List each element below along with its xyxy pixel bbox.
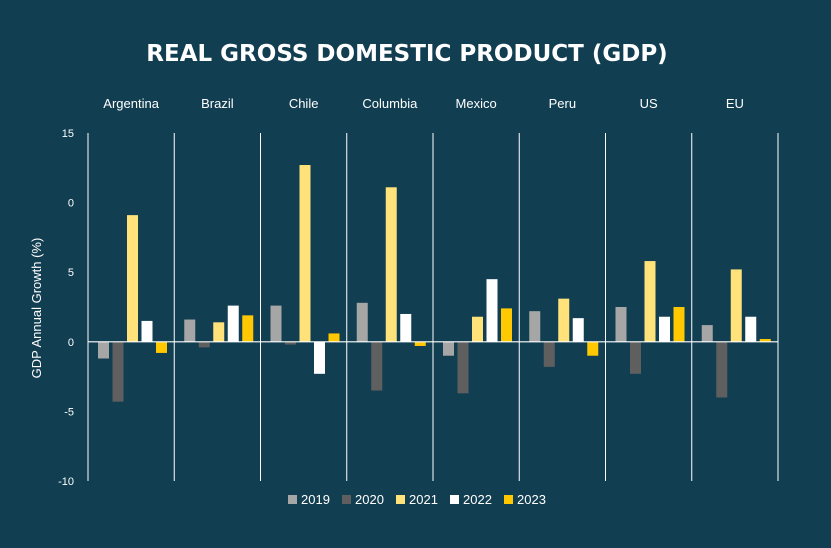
y-tick-label: -10 [58, 476, 74, 488]
bar-columbia-2019 [356, 302, 368, 342]
bar-chile-2023 [328, 333, 340, 342]
bars [98, 165, 771, 402]
bar-columbia-2020 [371, 341, 383, 391]
legend-item-2021: 2021 [396, 492, 438, 507]
category-label: Chile [289, 96, 319, 111]
bar-argentina-2022 [141, 320, 153, 342]
bar-peru-2022 [572, 318, 584, 342]
legend-item-2019: 2019 [288, 492, 330, 507]
category-label: Columbia [362, 96, 418, 111]
y-axis-ticks: 15 0 5 0 -5 -10 [58, 128, 74, 488]
y-tick-label: 0 [68, 198, 74, 210]
bar-brazil-2023 [242, 315, 254, 342]
y-axis-label: GDP Annual Growth (%) [29, 238, 44, 379]
category-label: US [640, 96, 658, 111]
bar-argentina-2023 [156, 341, 167, 353]
bar-brazil-2019 [184, 319, 196, 342]
bar-brazil-2020 [198, 341, 210, 348]
bar-argentina-2021 [127, 215, 138, 342]
legend-label: 2023 [517, 492, 546, 507]
bar-us-2023 [673, 307, 685, 342]
legend: 2019 2020 2021 2022 2023 [288, 492, 546, 507]
bar-peru-2019 [529, 311, 541, 342]
legend-label: 2020 [355, 492, 384, 507]
bar-peru-2021 [558, 298, 570, 342]
bar-mexico-2021 [472, 316, 483, 342]
bar-peru-2023 [587, 341, 599, 356]
bar-brazil-2021 [213, 322, 225, 342]
bar-eu-2023 [759, 339, 771, 342]
legend-swatch [396, 495, 405, 504]
bar-argentina-2019 [98, 341, 109, 359]
bar-eu-2022 [745, 316, 757, 342]
legend-swatch [504, 495, 513, 504]
bar-chile-2021 [299, 165, 311, 342]
legend-item-2020: 2020 [342, 492, 384, 507]
legend-swatch [450, 495, 459, 504]
legend-swatch [288, 495, 297, 504]
legend-item-2023: 2023 [504, 492, 546, 507]
y-tick-label: 0 [68, 337, 74, 349]
chart-title: REAL GROSS DOMESTIC PRODUCT (GDP) [146, 41, 667, 67]
bar-chile-2019 [270, 305, 282, 342]
legend-label: 2022 [463, 492, 492, 507]
bar-peru-2020 [543, 341, 555, 367]
category-label: EU [726, 96, 744, 111]
y-tick-label: 15 [62, 128, 74, 140]
legend-swatch [342, 495, 351, 504]
bar-columbia-2021 [385, 187, 397, 342]
category-label: Mexico [456, 96, 497, 111]
bar-eu-2021 [730, 269, 742, 342]
bar-chile-2020 [285, 341, 296, 345]
category-label: Brazil [201, 96, 234, 111]
category-labels: Argentina Brazil Chile Columbia Mexico Peru US… [103, 96, 744, 111]
legend-label: 2021 [409, 492, 438, 507]
bar-argentina-2020 [112, 341, 124, 402]
bar-chile-2022 [314, 341, 325, 374]
category-label: Argentina [103, 96, 159, 111]
bar-columbia-2022 [400, 313, 412, 342]
bar-mexico-2019 [443, 341, 454, 356]
bar-us-2022 [659, 316, 670, 342]
bar-columbia-2023 [414, 341, 426, 346]
legend-item-2022: 2022 [450, 492, 492, 507]
category-dividers [87, 133, 779, 481]
bar-mexico-2023 [501, 308, 512, 342]
bar-eu-2020 [716, 341, 728, 398]
bar-us-2019 [615, 307, 627, 342]
category-label: Peru [549, 96, 576, 111]
bar-mexico-2022 [486, 279, 498, 342]
y-tick-label: 5 [68, 267, 74, 279]
bar-mexico-2020 [457, 341, 469, 394]
bar-brazil-2022 [227, 305, 239, 342]
bar-us-2021 [644, 261, 656, 342]
legend-label: 2019 [301, 492, 330, 507]
bar-us-2020 [630, 341, 641, 374]
y-tick-label: -5 [64, 406, 74, 418]
bar-eu-2019 [701, 325, 713, 342]
